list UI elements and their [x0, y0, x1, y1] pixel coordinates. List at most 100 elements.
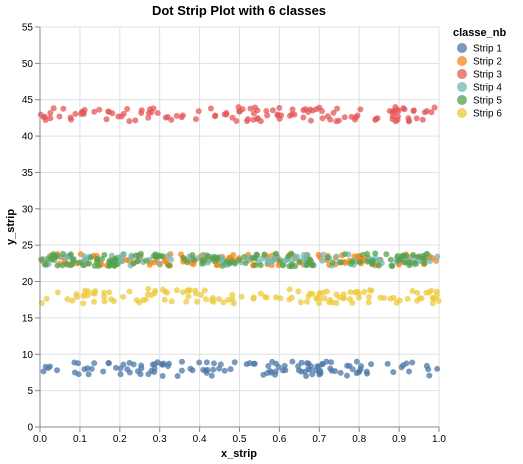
data-point: [299, 360, 305, 366]
data-point: [135, 368, 141, 374]
x-tick-label: 0.4: [193, 434, 207, 445]
data-point: [180, 289, 186, 295]
data-point: [54, 263, 60, 269]
data-point: [243, 260, 249, 266]
data-point: [317, 290, 323, 296]
data-point: [383, 251, 389, 257]
data-point: [232, 260, 238, 266]
legend-label: Strip 1: [473, 44, 502, 55]
data-point: [330, 260, 336, 266]
data-point: [289, 261, 295, 267]
x-tick-label: 0.7: [312, 434, 326, 445]
y-tick-label: 10: [22, 350, 34, 361]
data-point: [164, 289, 170, 295]
y-tick-label: 35: [22, 168, 34, 179]
data-point: [240, 106, 246, 112]
data-point: [269, 359, 275, 365]
y-tick-label: 25: [22, 241, 34, 252]
data-point: [263, 108, 269, 114]
data-point: [389, 263, 395, 269]
data-point: [436, 298, 442, 304]
data-point: [232, 359, 238, 365]
data-point: [319, 258, 325, 264]
data-point: [201, 258, 207, 264]
x-tick-label: 1.0: [432, 434, 446, 445]
data-point: [405, 296, 411, 302]
data-point: [296, 259, 302, 265]
data-point: [295, 288, 301, 294]
data-point: [120, 294, 126, 300]
data-point: [138, 362, 144, 368]
data-point: [354, 113, 360, 119]
legend-label: Strip 2: [473, 57, 502, 68]
data-point: [434, 289, 440, 295]
data-point: [388, 257, 394, 263]
data-point: [405, 115, 411, 121]
data-point: [179, 368, 185, 374]
data-point: [68, 251, 74, 257]
data-point: [121, 111, 127, 117]
data-point: [160, 362, 166, 368]
data-point: [344, 373, 350, 379]
data-point: [228, 366, 234, 372]
data-point: [210, 256, 216, 262]
data-point: [101, 290, 107, 296]
data-point: [65, 296, 71, 302]
y-axis-title: y_strip: [5, 209, 17, 245]
data-point: [427, 258, 433, 264]
data-point: [277, 257, 283, 263]
legend-label: Strip 5: [473, 96, 502, 107]
y-tick-label: 45: [22, 95, 34, 106]
data-point: [289, 359, 295, 365]
data-point: [305, 109, 311, 115]
data-point: [210, 295, 216, 301]
data-point: [175, 373, 181, 379]
data-point: [136, 300, 142, 306]
data-point: [304, 360, 310, 366]
data-point: [92, 291, 98, 297]
data-point: [209, 373, 215, 379]
grid-lines: [40, 27, 439, 427]
data-point: [222, 368, 228, 374]
data-point: [44, 296, 50, 302]
data-point: [105, 360, 111, 366]
data-point: [325, 255, 331, 261]
data-point: [434, 253, 440, 259]
data-point: [89, 366, 95, 372]
data-point: [86, 261, 92, 267]
data-point: [78, 111, 84, 117]
data-point: [420, 117, 426, 123]
data-point: [276, 105, 282, 111]
data-point: [60, 262, 66, 268]
data-point: [56, 114, 62, 120]
data-point: [356, 295, 362, 301]
data-point: [162, 297, 168, 303]
data-point: [411, 107, 417, 113]
data-point: [186, 287, 192, 293]
axes: 05101520253035404550550.0 0.1 0.2 0.3 0.4 0.5…: [22, 23, 447, 446]
data-point: [401, 106, 407, 112]
data-point: [406, 260, 412, 266]
series-strip-1: [41, 359, 441, 379]
legend-symbol: [457, 95, 467, 105]
data-point: [124, 106, 130, 112]
data-point: [211, 360, 217, 366]
y-tick-label: 30: [22, 204, 34, 215]
data-point: [267, 368, 273, 374]
data-point: [395, 117, 401, 123]
data-point: [354, 289, 360, 295]
data-point: [212, 113, 218, 119]
x-tick-label: 0.3: [153, 434, 167, 445]
data-point: [102, 298, 108, 304]
data-point: [251, 110, 257, 116]
data-point: [47, 110, 53, 116]
data-point: [417, 295, 423, 301]
data-point: [424, 363, 430, 369]
data-point: [252, 361, 258, 367]
data-point: [147, 106, 153, 112]
data-point: [208, 106, 214, 112]
x-tick-label: 0.0: [33, 434, 47, 445]
legend-symbol: [457, 43, 467, 53]
data-point: [289, 295, 295, 301]
data-point: [336, 118, 342, 124]
